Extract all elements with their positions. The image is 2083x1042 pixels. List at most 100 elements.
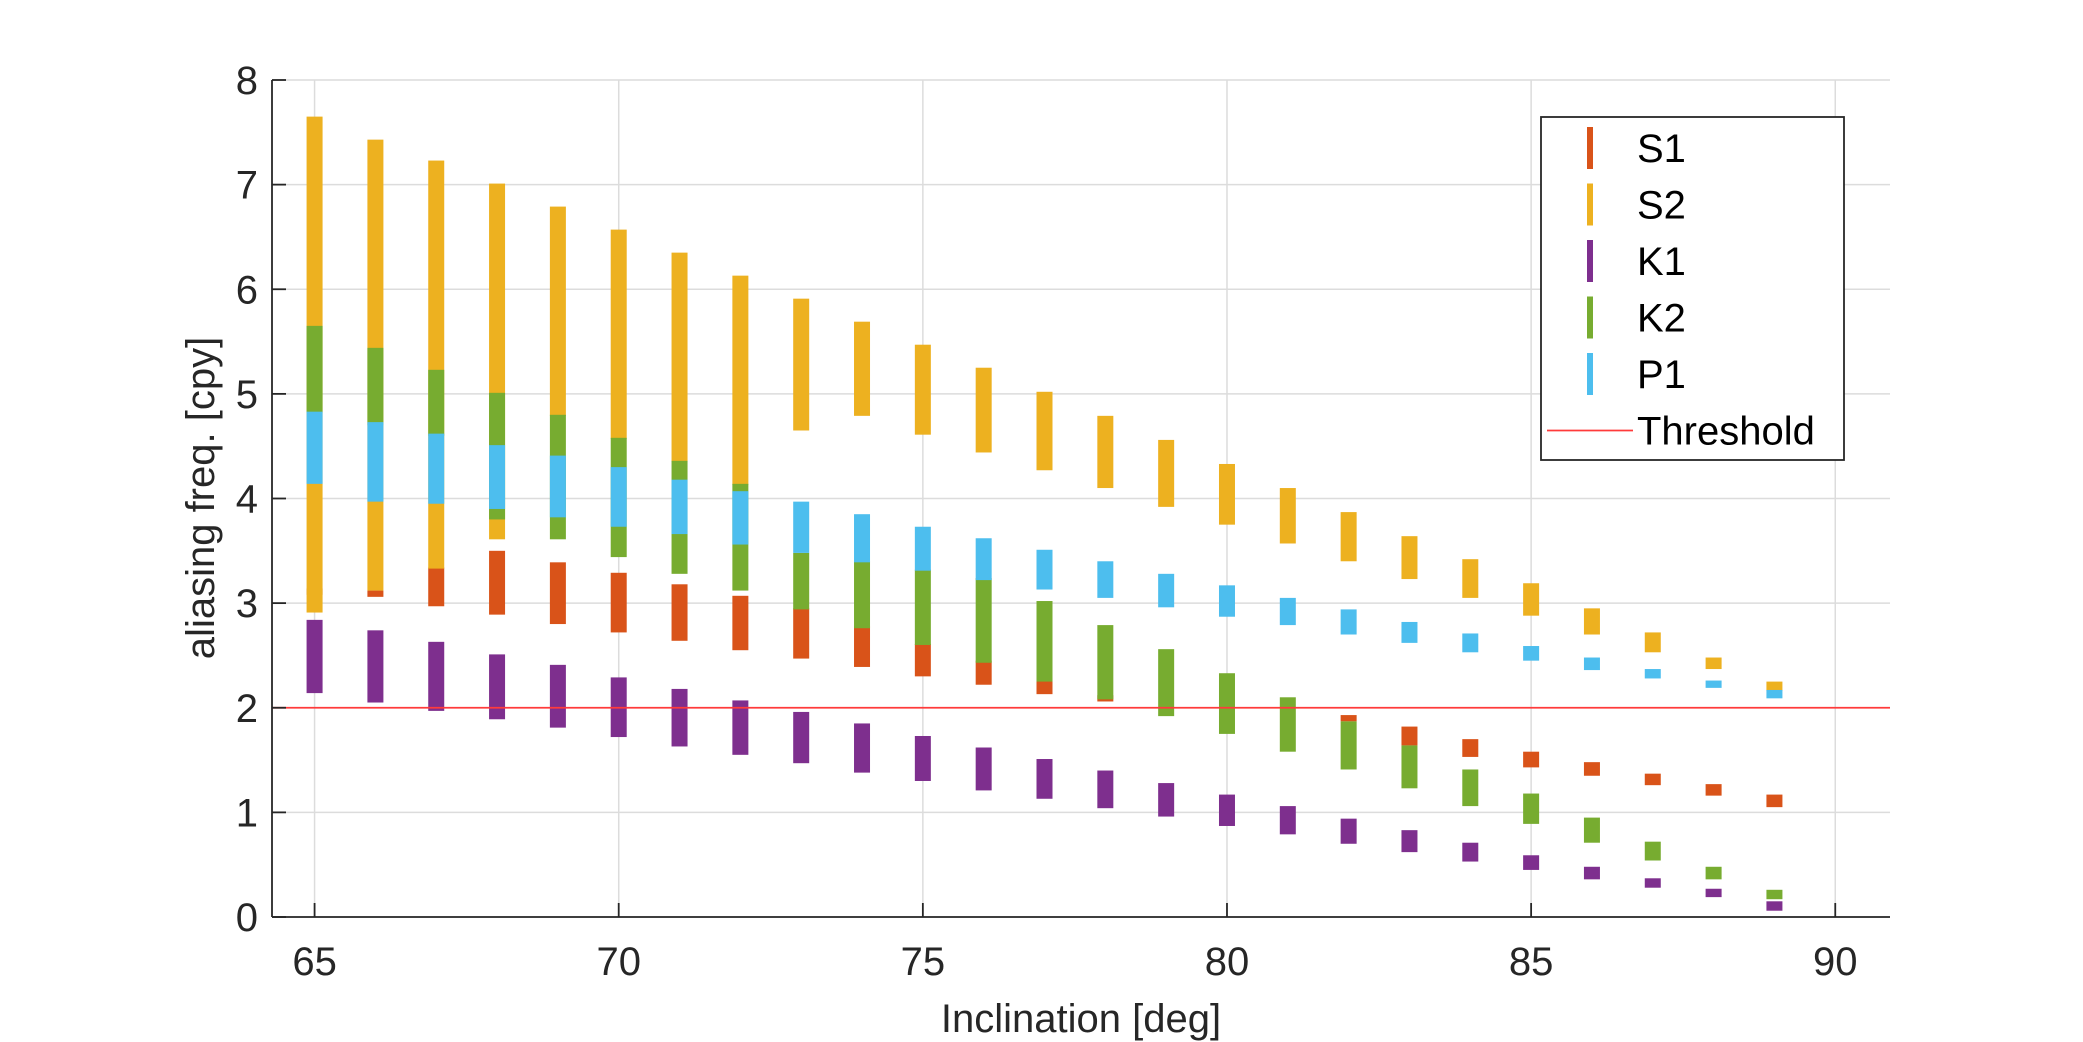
bar-p1 bbox=[1158, 573, 1175, 608]
bar-s1 bbox=[975, 660, 992, 685]
bar-p1 bbox=[1036, 549, 1053, 590]
x-tick-label: 65 bbox=[292, 940, 337, 984]
y-axis-label: aliasing freq. [cpy] bbox=[179, 337, 223, 659]
bar-s1 bbox=[793, 608, 810, 659]
bar-s2 bbox=[854, 321, 871, 416]
bar-s2 bbox=[914, 344, 931, 435]
bar-k1 bbox=[793, 711, 810, 764]
bar-k1 bbox=[1644, 878, 1661, 888]
x-tick-label: 90 bbox=[1813, 940, 1858, 984]
bar-s1 bbox=[549, 562, 566, 625]
bar-k1 bbox=[1158, 783, 1175, 817]
bar-k1 bbox=[1401, 830, 1418, 853]
bar-k1 bbox=[549, 664, 566, 728]
bar-k1 bbox=[1036, 759, 1053, 799]
bar-k1 bbox=[854, 723, 871, 773]
bar-p1 bbox=[549, 455, 566, 518]
bar-s2 bbox=[549, 206, 566, 416]
legend-label-k2: K2 bbox=[1637, 297, 1686, 341]
bar-s1 bbox=[914, 643, 931, 677]
bar-s2 bbox=[1158, 439, 1175, 507]
bar-s2 bbox=[610, 229, 627, 439]
bar-s1 bbox=[1583, 762, 1600, 776]
bar-p1 bbox=[428, 433, 445, 504]
legend-swatch-k1 bbox=[1587, 240, 1593, 282]
bar-s2 bbox=[793, 298, 810, 431]
legend-label-s1: S1 bbox=[1637, 127, 1686, 171]
bar-p1 bbox=[793, 501, 810, 553]
bar-k1 bbox=[489, 654, 506, 720]
bar-s2 bbox=[1583, 608, 1600, 635]
bar-k1 bbox=[1766, 901, 1783, 911]
legend-swatch-s1 bbox=[1587, 127, 1593, 169]
bar-s1 bbox=[854, 626, 871, 667]
bar-p1 bbox=[610, 467, 627, 527]
axes bbox=[271, 79, 1890, 918]
bar-s2 bbox=[1644, 632, 1661, 653]
bar-p1 bbox=[1401, 621, 1418, 643]
bar-p1 bbox=[914, 526, 931, 571]
y-tick-label: 6 bbox=[236, 268, 258, 312]
bar-k2 bbox=[1158, 649, 1175, 717]
legend-swatch-p1 bbox=[1587, 353, 1593, 395]
bar-k1 bbox=[1340, 818, 1357, 844]
bar-k1 bbox=[428, 641, 445, 711]
y-tick-label: 4 bbox=[236, 478, 258, 522]
bar-k1 bbox=[367, 630, 384, 703]
bar-k2 bbox=[1523, 793, 1540, 824]
bar-p1 bbox=[975, 538, 992, 581]
bar-k2 bbox=[367, 347, 384, 426]
legend-swatch-s2 bbox=[1587, 183, 1593, 226]
bar-s2 bbox=[1462, 559, 1479, 598]
bar-p1 bbox=[854, 514, 871, 563]
legend: S1 S2 K1 K2 P1 Threshold bbox=[1540, 116, 1845, 461]
bar-p1 bbox=[732, 491, 749, 545]
bar-s2 bbox=[1036, 391, 1053, 471]
y-tick-label: 8 bbox=[236, 59, 258, 103]
x-tick-label: 70 bbox=[596, 940, 641, 984]
bar-k1 bbox=[1279, 806, 1296, 835]
bar-k1 bbox=[1583, 866, 1600, 880]
bar-s2 bbox=[1097, 415, 1114, 489]
bar-s1 bbox=[671, 584, 688, 641]
legend-label-s2: S2 bbox=[1637, 184, 1686, 228]
bar-s1 bbox=[1644, 773, 1661, 786]
bar-k2 bbox=[1218, 673, 1235, 734]
legend-label-p1: P1 bbox=[1637, 353, 1686, 397]
x-tick-label: 85 bbox=[1509, 940, 1554, 984]
legend-label-threshold: Threshold bbox=[1637, 410, 1815, 454]
x-tick-label: 75 bbox=[901, 940, 946, 984]
bar-s2 bbox=[1705, 657, 1722, 670]
bar-s1 bbox=[1340, 715, 1357, 722]
y-tick-label: 1 bbox=[236, 791, 258, 835]
bar-p1 bbox=[1097, 561, 1114, 598]
bar-s2 bbox=[732, 275, 749, 485]
bar-p1 bbox=[1766, 689, 1783, 699]
bar-k2 bbox=[1036, 601, 1053, 682]
bar-s2 bbox=[1401, 536, 1418, 580]
bar-k1 bbox=[671, 688, 688, 747]
bar-k2 bbox=[793, 552, 810, 610]
bar-s2 bbox=[1523, 583, 1540, 616]
tick-labels: 65 70 75 80 85 90 0 1 2 3 4 5 6 7 8 bbox=[236, 59, 1858, 984]
bar-k1 bbox=[732, 700, 749, 755]
bar-s1 bbox=[610, 572, 627, 633]
bar-p1 bbox=[1644, 669, 1661, 679]
bar-p1 bbox=[1523, 646, 1540, 661]
bar-k2 bbox=[1097, 625, 1114, 700]
data-bars bbox=[306, 116, 1783, 911]
bar-k1 bbox=[914, 735, 931, 781]
bar-p1 bbox=[367, 422, 384, 502]
bar-k2 bbox=[1644, 841, 1661, 861]
bar-k2 bbox=[306, 325, 323, 413]
bar-k2 bbox=[1705, 866, 1722, 880]
bar-p1 bbox=[1218, 585, 1235, 617]
bar-s2 bbox=[1340, 512, 1357, 562]
bar-k2 bbox=[1401, 745, 1418, 789]
bar-k2 bbox=[1340, 721, 1357, 770]
y-tick-label: 0 bbox=[236, 896, 258, 940]
bar-s2 bbox=[1279, 488, 1296, 544]
y-tick-label: 5 bbox=[236, 373, 258, 417]
bar-s2 bbox=[1218, 463, 1235, 525]
